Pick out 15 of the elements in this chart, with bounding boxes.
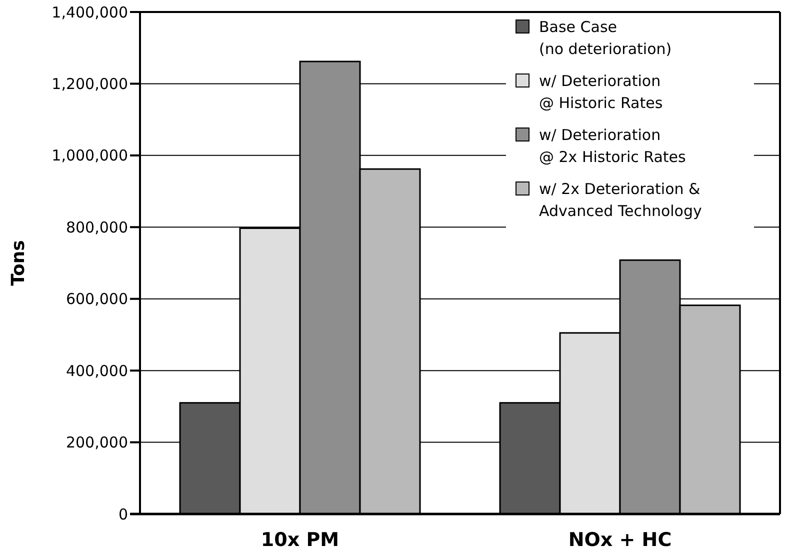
legend-label: Base Case (no deterioration): [539, 18, 672, 58]
y-tick-label: 200,000: [66, 434, 128, 452]
legend-label: w/ Deterioration @ Historic Rates: [539, 72, 663, 112]
y-tick-label: 1,200,000: [52, 74, 128, 93]
y-tick-label: 400,000: [66, 362, 128, 380]
y-tick-label: 1,000,000: [52, 146, 128, 165]
y-tick-label: 800,000: [66, 218, 128, 236]
x-tick-label: NOx + HC: [568, 529, 672, 551]
x-tick-label: 10x PM: [260, 529, 340, 551]
y-axis-title: Tons: [8, 240, 29, 286]
y-tick-label: 600,000: [66, 290, 128, 308]
legend-label: w/ 2x Deterioration & Advanced Technology: [539, 180, 702, 220]
y-tick-label: 0: [118, 505, 128, 524]
y-tick-label: 1,400,000: [52, 3, 128, 22]
legend-label: w/ Deterioration @ 2x Historic Rates: [539, 126, 686, 166]
